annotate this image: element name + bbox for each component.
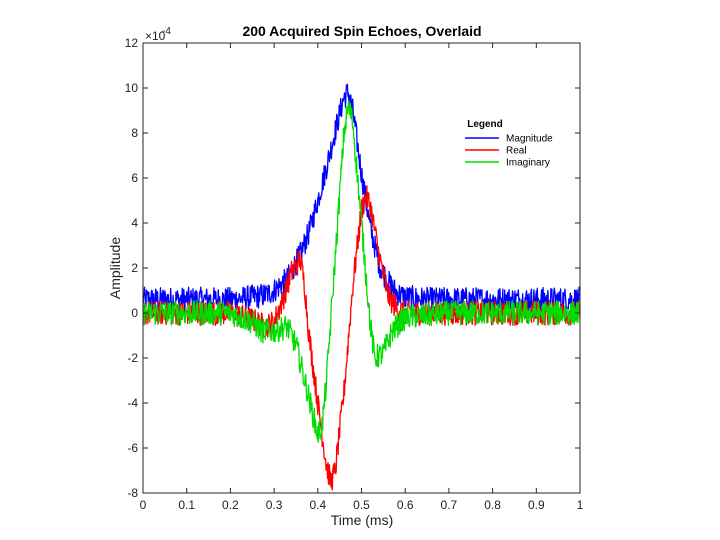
x-tick-label: 0.7	[441, 498, 458, 512]
x-tick-label: 1	[577, 498, 584, 512]
plot-background	[143, 43, 580, 493]
y-tick-label: 0	[131, 306, 138, 320]
y-exponent-power: -4	[162, 26, 171, 37]
y-exponent-label: ×10	[145, 29, 166, 43]
y-tick-label: -4	[127, 396, 138, 410]
y-tick-label: 10	[125, 81, 139, 95]
y-tick-label: 2	[131, 261, 138, 275]
legend-label: Imaginary	[506, 158, 550, 169]
y-tick-label: 12	[125, 36, 139, 50]
y-tick-label: 6	[131, 171, 138, 185]
plot-area	[142, 42, 581, 494]
y-tick-label: 4	[131, 216, 138, 230]
x-tick-label: 0.4	[309, 498, 326, 512]
series-line-imaginary	[142, 100, 581, 443]
y-axis-label: Amplitude	[107, 237, 123, 299]
x-tick-label: 0.5	[353, 498, 370, 512]
y-exponent: ×10 -4	[145, 26, 171, 43]
y-tick-label: -6	[127, 441, 138, 455]
series-line-magnitude	[142, 83, 581, 313]
x-tick-label: 0.8	[484, 498, 501, 512]
legend-label: Magnitude	[506, 134, 553, 145]
y-tick-label: -2	[127, 351, 138, 365]
legend-title: Legend	[467, 119, 503, 130]
x-tick-label: 0.3	[266, 498, 283, 512]
y-tick-label: 8	[131, 126, 138, 140]
series-layer	[142, 83, 581, 491]
x-tick-label: 0.9	[528, 498, 545, 512]
legend-label: Real	[506, 146, 527, 157]
x-tick-label: 0.6	[397, 498, 414, 512]
x-axis-label: Time (ms)	[331, 512, 393, 528]
x-axis: 0 0.1 0.2 0.3 0.4 0.5 0.6 0.7 0.8 0.9 1	[140, 43, 584, 512]
x-tick-label: 0.2	[222, 498, 239, 512]
chart-title: 200 Acquired Spin Echoes, Overlaid	[242, 23, 481, 39]
x-tick-label: 0.1	[178, 498, 195, 512]
x-tick-label: 0	[140, 498, 147, 512]
y-axis: -8 -6 -4 -2 0 2 4 6 8 10 12	[125, 36, 580, 500]
y-tick-label: -8	[127, 486, 138, 500]
